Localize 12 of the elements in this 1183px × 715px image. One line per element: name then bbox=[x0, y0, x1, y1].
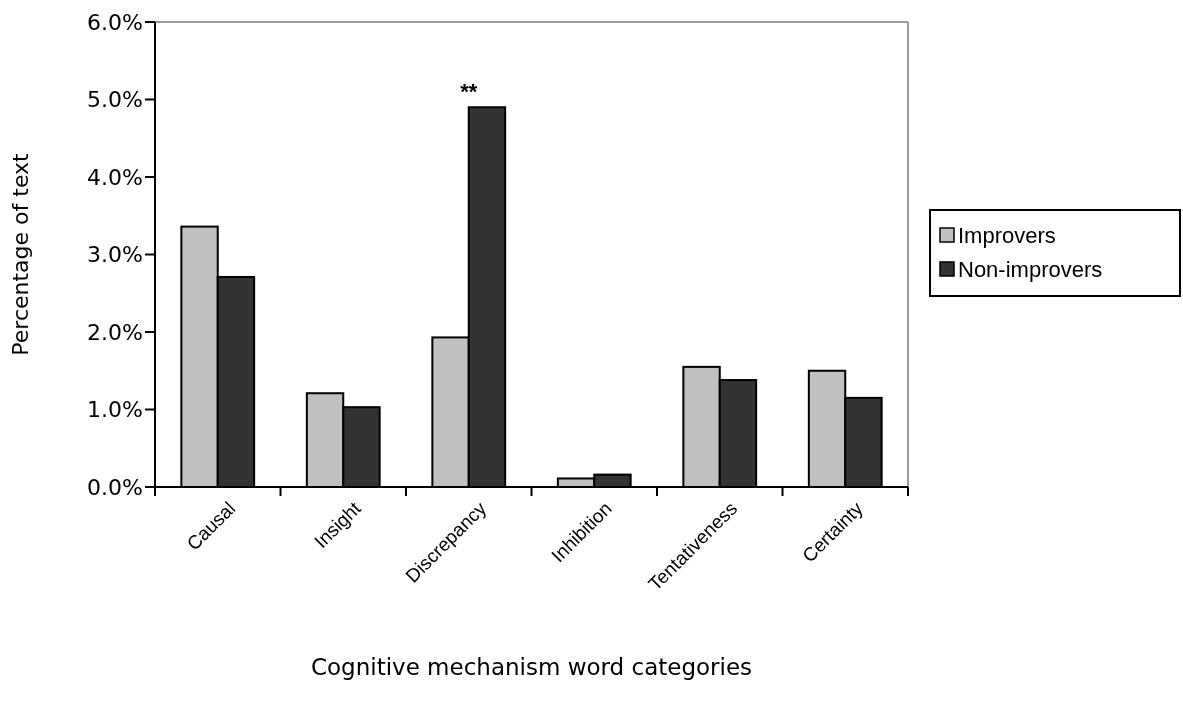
x-axis-title: Cognitive mechanism word categories bbox=[310, 654, 753, 680]
y-tick-label: 2.0% bbox=[87, 319, 143, 345]
y-axis-title: Percentage of text bbox=[8, 152, 33, 356]
annotation: ** bbox=[460, 79, 478, 105]
legend-label: Non-improvers bbox=[958, 256, 1103, 282]
y-tick-label: 3.0% bbox=[87, 242, 143, 268]
y-tick-label: 4.0% bbox=[87, 164, 143, 190]
y-tick-label: 5.0% bbox=[87, 87, 143, 113]
y-tick-label: 1.0% bbox=[87, 397, 143, 423]
y-tick-label: 6.0% bbox=[87, 9, 143, 35]
y-tick-label: 0.0% bbox=[87, 474, 143, 500]
legend-label: Improvers bbox=[958, 222, 1056, 248]
